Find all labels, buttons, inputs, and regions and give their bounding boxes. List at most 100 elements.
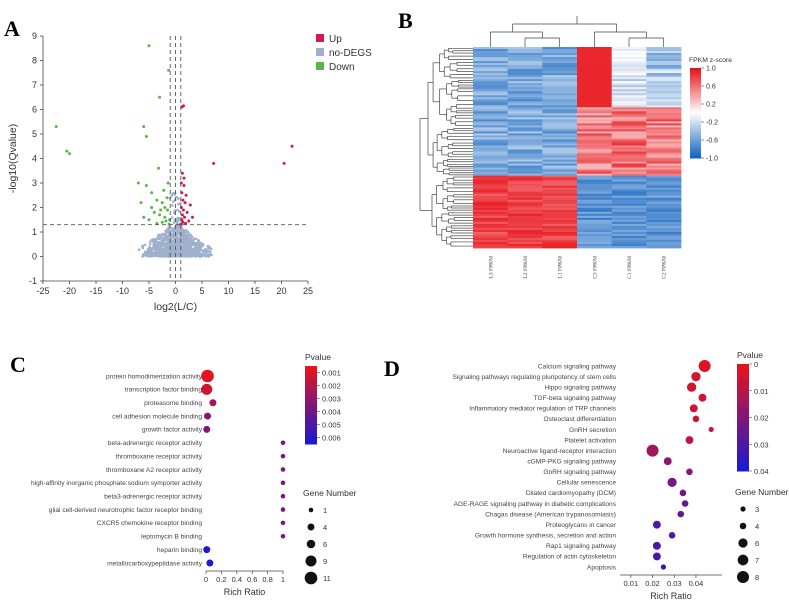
bubble-point (681, 500, 689, 507)
heatmap-cell (646, 231, 682, 235)
bubble-color-legend-step (305, 393, 317, 396)
heatmap-cell (577, 133, 613, 136)
heatmap-cell (577, 159, 613, 162)
heatmap-cell (577, 155, 613, 158)
heatmap-cell (646, 85, 682, 88)
heatmap-cell (507, 233, 543, 237)
heatmap-cell (473, 235, 509, 239)
heatmap-column-label: C2 FPKM (662, 256, 668, 279)
heatmap-cell (507, 181, 543, 185)
volcano-legend-label: Up (329, 34, 342, 45)
volcano-x-tick-label: 5 (199, 286, 204, 296)
heatmap-cell (611, 79, 647, 82)
volcano-deg-points (54, 44, 294, 226)
heatmap-cell (646, 103, 682, 106)
heatmap-cell (473, 165, 509, 168)
volcano-point-no-degs (191, 242, 194, 245)
heatmap-cell (507, 239, 543, 243)
heatmap-legend-step (690, 88, 701, 91)
heatmap-legend-step (690, 104, 701, 107)
volcano-point-no-degs (164, 230, 168, 233)
heatmap-cell (473, 99, 509, 102)
volcano-x-tick-label: -20 (63, 286, 76, 296)
heatmap-legend-step (690, 68, 701, 71)
heatmap-cell (577, 161, 613, 164)
heatmap-cell (507, 145, 543, 148)
bubble-size-legend-title: Gene Number (735, 487, 789, 497)
heatmap-legend-step (690, 117, 701, 121)
heatmap-cell (577, 119, 613, 122)
bubble-point (698, 393, 707, 402)
volcano-x-tick-label: -25 (36, 286, 49, 296)
bubble-color-legend-tick-label: 0.01 (754, 387, 769, 396)
heatmap-cell (473, 201, 509, 205)
volcano-point-no-degs (157, 233, 160, 237)
heatmap-cell (542, 89, 578, 92)
heatmap-cell (542, 207, 578, 211)
heatmap-cell (542, 69, 578, 72)
volcano-point-no-degs (177, 219, 180, 222)
heatmap-cell (507, 59, 543, 62)
heatmap-cell (646, 121, 682, 124)
volcano-y-tick-label: 2 (32, 203, 37, 213)
bubble-point (206, 559, 214, 567)
heatmap-cell (577, 99, 613, 102)
bubble-color-legend-step (737, 412, 749, 416)
heatmap-cell (611, 55, 647, 58)
bubble-color-legend-step (305, 377, 317, 381)
heatmap-cell (611, 155, 647, 158)
heatmap-cell (646, 51, 682, 54)
volcano-point-no-degs (184, 229, 188, 232)
heatmap-cell (646, 133, 682, 136)
heatmap-cell (611, 85, 647, 88)
heatmap-cell (646, 229, 682, 233)
heatmap-cell (507, 199, 543, 203)
heatmap-cell (646, 139, 682, 142)
heatmap-cell (646, 77, 682, 80)
heatmap-legend-step (690, 151, 701, 154)
heatmap-cell (473, 175, 509, 179)
heatmap-cell (542, 151, 578, 154)
heatmap-cell (611, 107, 647, 110)
volcano-point-no-degs (171, 200, 175, 203)
volcano-point-no-degs (180, 250, 183, 253)
volcano-point-no-degs (151, 246, 154, 250)
volcano-point-no-degs (193, 244, 196, 247)
heatmap-cell (542, 145, 578, 148)
heatmap-cell (542, 179, 578, 183)
volcano-point-no-degs (167, 227, 170, 231)
heatmap-cell (611, 145, 647, 148)
heatmap-legend-tick-label: -1.0 (706, 156, 718, 163)
heatmap-cell (473, 87, 509, 90)
bubble-color-legend-step (737, 364, 749, 368)
heatmap-cell (577, 59, 613, 62)
heatmap-cell (646, 235, 682, 239)
bubble-size-legend-dot (305, 555, 317, 567)
heatmap-cell (507, 79, 543, 82)
heatmap-cell (611, 75, 647, 78)
heatmap-cell (473, 81, 509, 84)
bubble-color-legend-step (305, 442, 317, 445)
heatmap-cell (507, 173, 543, 177)
volcano-point-no-degs (147, 250, 151, 254)
heatmap-cell (473, 217, 509, 221)
heatmap-cell (577, 127, 613, 130)
heatmap-cell (542, 135, 578, 138)
volcano-point-down (163, 215, 167, 219)
heatmap-cell (577, 107, 613, 110)
heatmap-cell (473, 241, 509, 245)
heatmap-cell (542, 103, 578, 106)
heatmap-cell (611, 111, 647, 114)
heatmap-cell (473, 61, 509, 64)
bubble-category-label: Inflammatory mediator regulation of TRP … (469, 406, 616, 413)
heatmap-cell (473, 89, 509, 92)
heatmap-cell (646, 221, 682, 225)
heatmap-cell (577, 195, 613, 199)
heatmap-cell (611, 125, 647, 128)
heatmap-cell (577, 75, 613, 78)
bubble-color-legend-step (737, 444, 749, 448)
heatmap-cell (611, 71, 647, 74)
heatmap-cell (646, 227, 682, 231)
volcano-point-no-degs (191, 251, 195, 254)
bubble-color-legend-step (737, 425, 749, 429)
